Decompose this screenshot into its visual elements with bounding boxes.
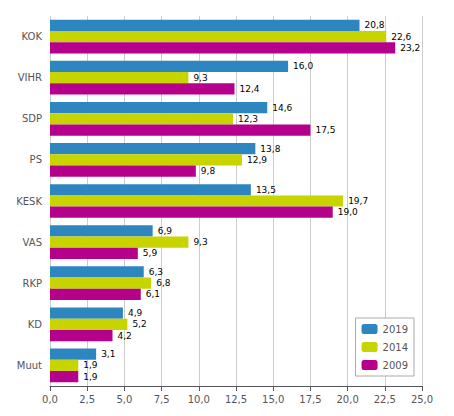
svg-text:VAS: VAS — [23, 237, 42, 248]
svg-text:5,9: 5,9 — [143, 248, 158, 258]
svg-text:5,0: 5,0 — [116, 394, 132, 405]
svg-text:7,5: 7,5 — [154, 394, 170, 405]
svg-text:12,5: 12,5 — [225, 394, 247, 405]
svg-text:4,9: 4,9 — [128, 308, 143, 318]
svg-text:KOK: KOK — [22, 31, 43, 42]
svg-text:12,4: 12,4 — [240, 84, 260, 94]
svg-text:12,3: 12,3 — [238, 114, 258, 124]
svg-text:10,0: 10,0 — [188, 394, 210, 405]
svg-text:22,6: 22,6 — [391, 32, 411, 42]
svg-text:2019: 2019 — [383, 324, 408, 335]
svg-text:RKP: RKP — [22, 278, 42, 289]
svg-text:SDP: SDP — [22, 113, 42, 124]
svg-text:6,9: 6,9 — [158, 226, 173, 236]
svg-text:13,5: 13,5 — [256, 185, 276, 195]
svg-text:2,5: 2,5 — [79, 394, 95, 405]
svg-text:12,9: 12,9 — [247, 155, 267, 165]
svg-text:17,5: 17,5 — [315, 125, 335, 135]
svg-text:25,0: 25,0 — [411, 394, 433, 405]
svg-text:6,1: 6,1 — [146, 289, 160, 299]
svg-text:2014: 2014 — [383, 342, 408, 353]
svg-text:3,1: 3,1 — [101, 349, 115, 359]
svg-text:20,8: 20,8 — [365, 20, 385, 30]
svg-text:VIHR: VIHR — [18, 72, 42, 83]
svg-text:PS: PS — [30, 154, 42, 165]
svg-text:KD: KD — [28, 319, 43, 330]
svg-text:17,5: 17,5 — [299, 394, 321, 405]
svg-text:13,8: 13,8 — [260, 144, 280, 154]
svg-text:9,3: 9,3 — [193, 237, 207, 247]
svg-text:1,9: 1,9 — [83, 372, 98, 382]
svg-text:KESK: KESK — [16, 196, 42, 207]
svg-text:6,3: 6,3 — [149, 267, 163, 277]
svg-text:19,7: 19,7 — [348, 196, 368, 206]
svg-text:1,9: 1,9 — [83, 360, 98, 370]
svg-text:9,8: 9,8 — [201, 166, 216, 176]
svg-text:6,8: 6,8 — [156, 278, 171, 288]
svg-text:15,0: 15,0 — [262, 394, 284, 405]
svg-text:2009: 2009 — [383, 360, 408, 371]
svg-text:20,0: 20,0 — [336, 394, 358, 405]
svg-text:9,3: 9,3 — [193, 73, 207, 83]
svg-text:23,2: 23,2 — [400, 43, 420, 53]
svg-text:16,0: 16,0 — [293, 61, 313, 71]
svg-text:14,6: 14,6 — [272, 103, 292, 113]
svg-text:4,2: 4,2 — [117, 331, 131, 341]
svg-text:19,0: 19,0 — [338, 207, 358, 217]
svg-text:22,5: 22,5 — [374, 394, 396, 405]
svg-text:0,0: 0,0 — [42, 394, 58, 405]
svg-text:Muut: Muut — [17, 360, 42, 371]
svg-text:5,2: 5,2 — [132, 319, 146, 329]
